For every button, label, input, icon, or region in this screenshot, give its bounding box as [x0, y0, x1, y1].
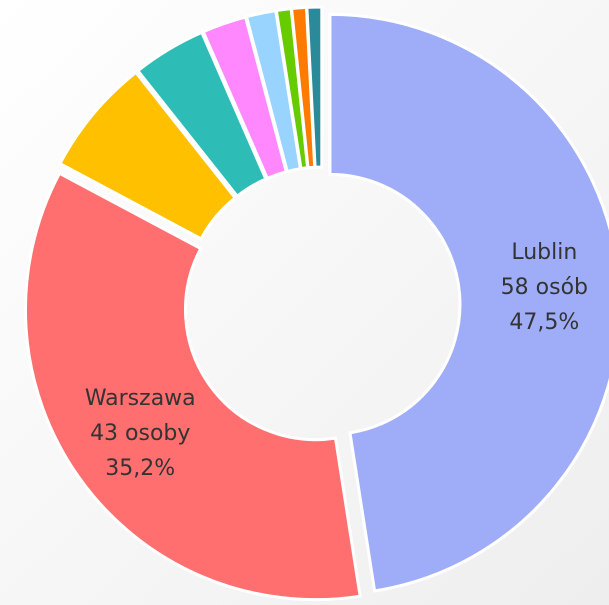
slice	[57, 70, 238, 241]
slice-label: Lublin	[511, 240, 577, 265]
slice	[328, 12, 609, 593]
slice	[305, 5, 324, 169]
slice-value: 43 osoby	[90, 421, 190, 446]
slice	[135, 30, 268, 199]
slice-label: Warszawa	[85, 386, 196, 411]
slice-percent: 47,5%	[509, 310, 579, 335]
slice-percent: 35,2%	[105, 456, 175, 481]
slice-value: 58 osób	[501, 275, 588, 300]
slice	[23, 171, 362, 602]
